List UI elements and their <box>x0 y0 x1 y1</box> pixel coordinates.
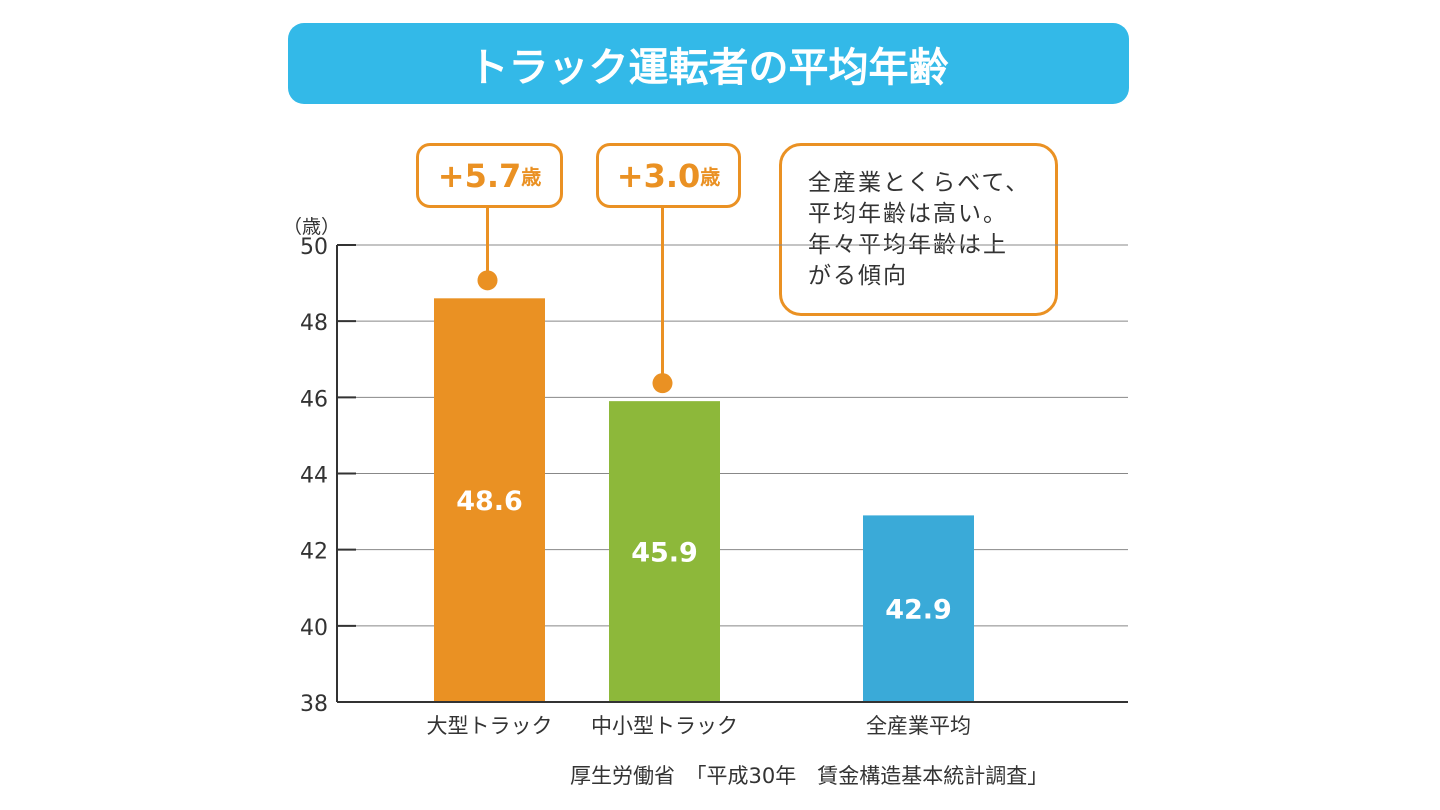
y-tick-label: 38 <box>300 692 328 717</box>
bar <box>434 298 545 702</box>
chart-title: トラック運転者の平均年齢 <box>288 23 1129 104</box>
annotation-unit: 歳 <box>700 165 721 189</box>
y-tick-label: 48 <box>300 311 328 336</box>
bar <box>609 401 720 702</box>
note-line: 全産業とくらべて、 <box>808 170 1031 196</box>
data-label: 48.6 <box>456 486 523 517</box>
annotation-value: +3.0 <box>616 156 701 195</box>
note-line: がる傾向 <box>808 263 908 289</box>
y-tick-label: 46 <box>300 387 328 412</box>
y-tick-label: 50 <box>300 235 328 260</box>
y-tick-label: 44 <box>300 464 328 489</box>
annotation-dot <box>652 373 673 394</box>
data-label: 45.9 <box>631 538 698 569</box>
annotation-dot <box>477 270 498 291</box>
y-axis-label: （歳） <box>283 216 340 238</box>
y-tick-label: 42 <box>300 540 328 565</box>
x-tick-label: 大型トラック <box>427 714 553 738</box>
note-line: 平均年齢は高い。 <box>808 201 1008 227</box>
source-text: 厚生労働省 「平成30年 賃金構造基本統計調査」 <box>570 764 1049 788</box>
annotation-small-truck: +3.0 歳 <box>596 143 741 208</box>
data-label: 42.9 <box>885 595 952 626</box>
bar <box>863 515 974 702</box>
annotation-unit: 歳 <box>521 165 542 189</box>
x-tick-label: 全産業平均 <box>866 714 971 738</box>
annotation-value: +5.7 <box>437 156 522 195</box>
note-box: 全産業とくらべて、 平均年齢は高い。 年々平均年齢は上 がる傾向 <box>779 143 1058 316</box>
x-tick-label: 中小型トラック <box>591 714 738 738</box>
annotation-large-truck: +5.7 歳 <box>416 143 563 208</box>
y-tick-label: 40 <box>300 616 328 641</box>
